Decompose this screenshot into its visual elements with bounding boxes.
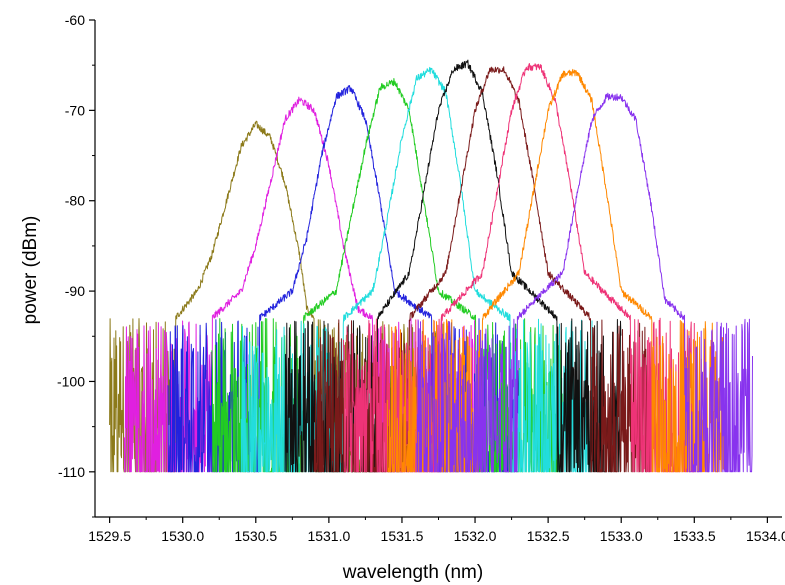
x-tick-label: 1532.5 xyxy=(527,528,570,544)
x-tick-label: 1529.5 xyxy=(88,528,131,544)
x-tick-label: 1531.5 xyxy=(381,528,424,544)
x-tick-label: 1533.0 xyxy=(600,528,643,544)
y-tick-label: -60 xyxy=(65,12,85,28)
axes-layer xyxy=(89,19,782,523)
y-tick-label: -70 xyxy=(65,102,85,118)
y-tick-label: -110 xyxy=(58,464,85,480)
y-axis-title: power (dBm) xyxy=(20,216,41,325)
series-line xyxy=(211,78,564,473)
x-tick-label: 1530.0 xyxy=(161,528,204,544)
x-axis-title: wavelength (nm) xyxy=(342,562,483,583)
series-line xyxy=(416,92,753,473)
y-tick-label: -100 xyxy=(57,373,85,389)
y-tick-label: -80 xyxy=(65,193,85,209)
x-tick-label: 1533.5 xyxy=(673,528,716,544)
x-tick-label: 1530.5 xyxy=(234,528,277,544)
y-tick-label: -90 xyxy=(65,283,85,299)
x-tick-label: 1534.0 xyxy=(746,528,785,544)
series-line xyxy=(386,68,724,473)
series-layer xyxy=(109,59,753,473)
x-tick-label: 1531.0 xyxy=(307,528,350,544)
x-tick-label: 1532.0 xyxy=(454,528,497,544)
labels-layer: -60 -70 -80 -90 -100 -110 1529.5 1530.0 1530.5 15… xyxy=(57,12,785,544)
